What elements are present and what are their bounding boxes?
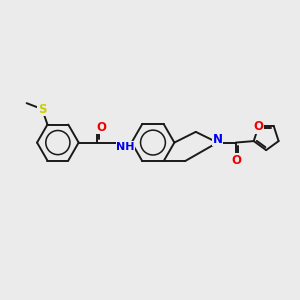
Text: N: N: [212, 133, 223, 146]
Text: NH: NH: [116, 142, 135, 152]
Text: O: O: [231, 154, 241, 167]
Text: O: O: [96, 121, 106, 134]
Text: S: S: [38, 103, 46, 116]
Text: O: O: [254, 120, 263, 133]
